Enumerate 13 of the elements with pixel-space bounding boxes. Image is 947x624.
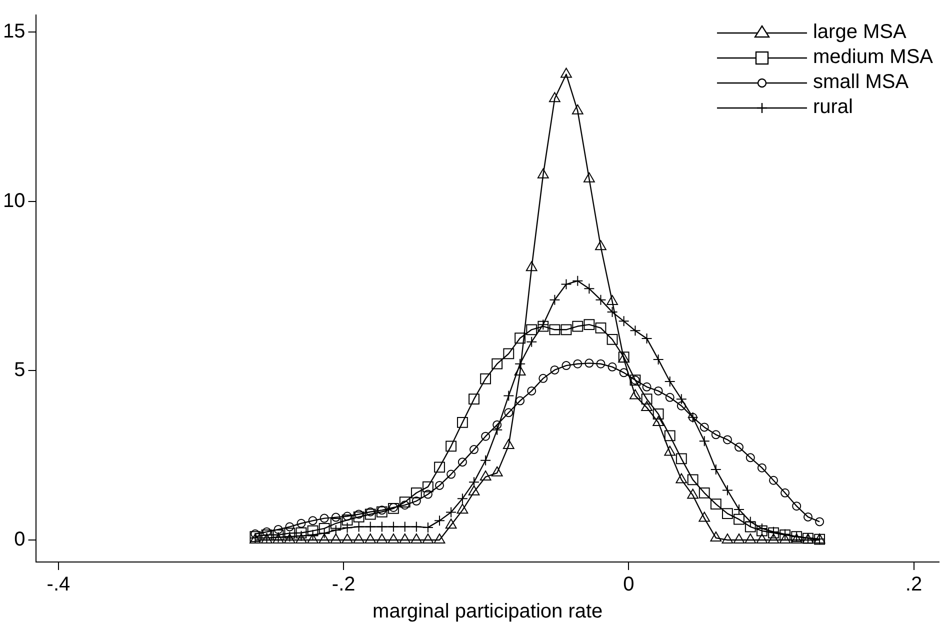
legend-label: medium MSA	[812, 45, 933, 70]
y-tick-label: 15	[2, 20, 26, 42]
y-tick-label: 5	[14, 359, 26, 382]
x-tick-label: -.2	[332, 574, 356, 596]
x-tick-label: 0	[623, 574, 634, 596]
x-tick-label: .2	[905, 574, 922, 596]
y-tick-label: 10	[2, 190, 26, 212]
x-axis-title: marginal participation rate	[372, 600, 603, 623]
x-tick-label: -.4	[46, 574, 70, 596]
legend-label: small MSA	[812, 70, 909, 95]
y-tick-label: 0	[14, 528, 26, 550]
legend-label: rural	[812, 95, 853, 120]
legend-label: large MSA	[812, 20, 906, 45]
